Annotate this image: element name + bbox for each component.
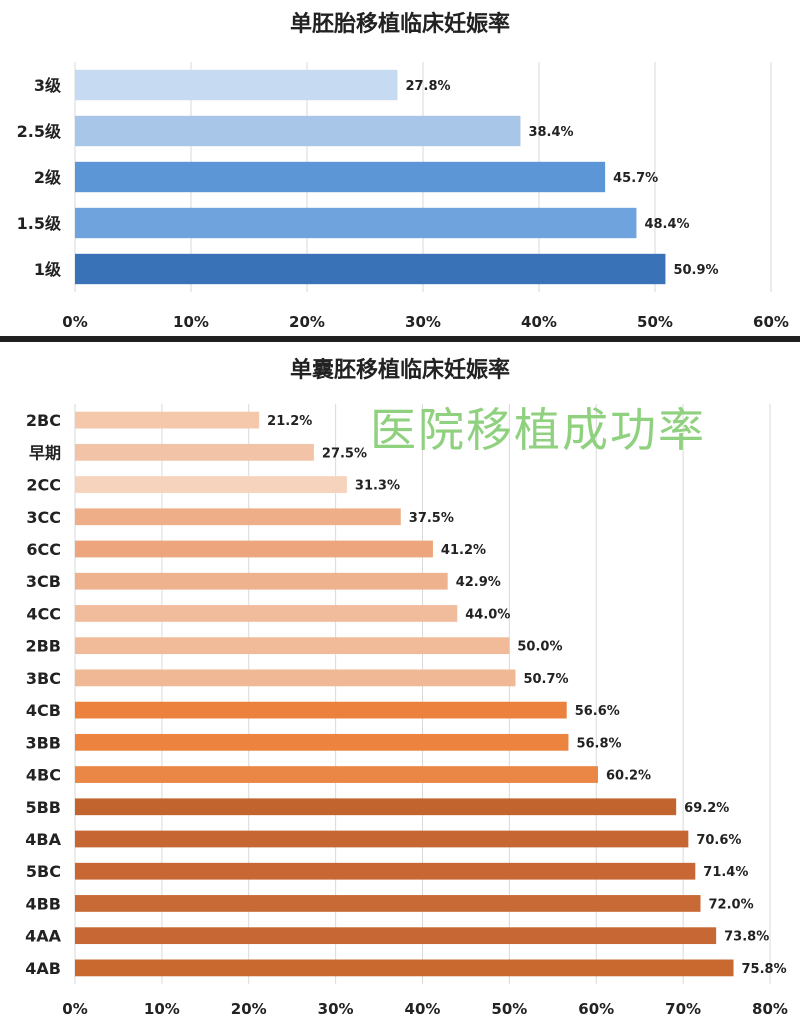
category-label: 6CC [26,540,61,559]
x-tick-label: 60% [753,313,789,331]
value-label: 73.8% [724,930,769,945]
x-tick-label: 0% [62,313,87,331]
value-label: 31.3% [355,479,400,494]
value-label: 44.0% [465,607,510,622]
category-label: 2BB [25,637,61,656]
category-label: 1.5级 [17,214,62,233]
category-label: 5BB [25,798,61,817]
category-label: 5BC [26,862,61,881]
x-tick-label: 40% [521,313,557,331]
category-label: 3CB [26,572,61,591]
category-label: 4CC [26,604,61,623]
value-label: 60.2% [606,769,651,784]
bar [75,508,401,526]
bar-chart-blastocyst: 0% 10% 20% 30% 40% 50% 60% 70% 80% 2BC 21.2% 早期 27.5… [25,404,788,1018]
x-tick-label: 20% [289,313,325,331]
x-tick-label: 70% [665,1000,701,1018]
category-label: 4AA [25,927,62,946]
bar [75,927,717,945]
bar [75,476,347,493]
bar [75,669,516,687]
bar [75,161,606,193]
bar-chart-embryo: 0% 10% 20% 30% 40% 50% 60% 3级 27.8% 2.5级 38.4% 2级 45… [17,62,789,331]
x-tick-label: 40% [405,1000,441,1018]
x-tick-label: 0% [62,1000,87,1018]
x-tick-label: 10% [173,313,209,331]
value-label: 45.7% [613,171,658,186]
bar [75,411,260,429]
category-label: 2级 [34,168,62,187]
watermark-text: 医院移植成功率 [370,403,706,457]
bar [75,766,598,783]
bar [75,637,510,655]
category-label: 3CC [26,508,61,527]
x-tick-label: 10% [144,1000,180,1018]
bar [75,895,701,912]
chart-title: 单胚胎移植临床妊娠率 [289,12,510,37]
value-label: 37.5% [409,511,454,526]
value-label: 56.8% [576,736,621,751]
category-label: 3级 [34,76,62,95]
value-label: 21.2% [267,414,312,429]
bar [75,207,637,239]
category-label: 4CB [26,701,61,720]
category-label: 4BC [26,766,61,785]
value-label: 27.5% [322,446,367,461]
x-tick-label: 50% [491,1000,527,1018]
bar [75,701,567,719]
bar [75,69,398,101]
category-label: 4AB [25,959,61,978]
bar [75,540,433,558]
panel-divider [0,336,800,342]
category-label: 2CC [26,476,61,495]
value-label: 69.2% [684,801,729,816]
value-label: 75.8% [742,962,787,977]
x-tick-label: 30% [405,313,441,331]
x-tick-label: 50% [637,313,673,331]
value-label: 50.7% [523,672,568,687]
value-label: 27.8% [405,79,450,94]
category-label: 1级 [34,260,62,279]
category-label: 3BB [25,733,61,752]
x-tick-label: 80% [752,1000,788,1018]
bar [75,959,734,977]
bar [75,443,314,461]
category-label: 早期 [29,443,61,462]
value-label: 41.2% [441,543,486,558]
category-label: 2.5级 [17,122,62,141]
category-label: 4BA [25,830,61,849]
category-label: 2BC [26,411,61,430]
value-label: 71.4% [703,865,748,880]
value-label: 38.4% [528,125,573,140]
chart-panel-embryo: 单胚胎移植临床妊娠率 0% 10% 20% 30% 40% 50% 60% 3级 27.8% 2.… [0,0,800,336]
value-label: 56.6% [575,704,620,719]
value-label: 72.0% [709,897,754,912]
bar [75,115,521,147]
bar [75,572,448,590]
value-label: 50.9% [673,263,718,278]
x-tick-label: 20% [231,1000,267,1018]
category-label: 3BC [26,669,61,688]
chart-panel-blastocyst: 单囊胚移植临床妊娠率 0% 10% 20% 30% 40% 50% 60% 70% 80% 2BC… [0,342,800,1026]
x-tick-label: 60% [578,1000,614,1018]
bar [75,605,458,622]
bar [75,830,689,848]
x-tick-label: 30% [318,1000,354,1018]
bar [75,862,696,880]
value-label: 42.9% [456,575,501,590]
bar [75,253,666,285]
value-label: 50.0% [517,640,562,655]
category-label: 4BB [25,894,61,913]
value-label: 70.6% [696,833,741,848]
bar [75,798,677,816]
bar [75,733,569,751]
value-label: 48.4% [644,217,689,232]
chart-title: 单囊胚移植临床妊娠率 [289,358,510,383]
